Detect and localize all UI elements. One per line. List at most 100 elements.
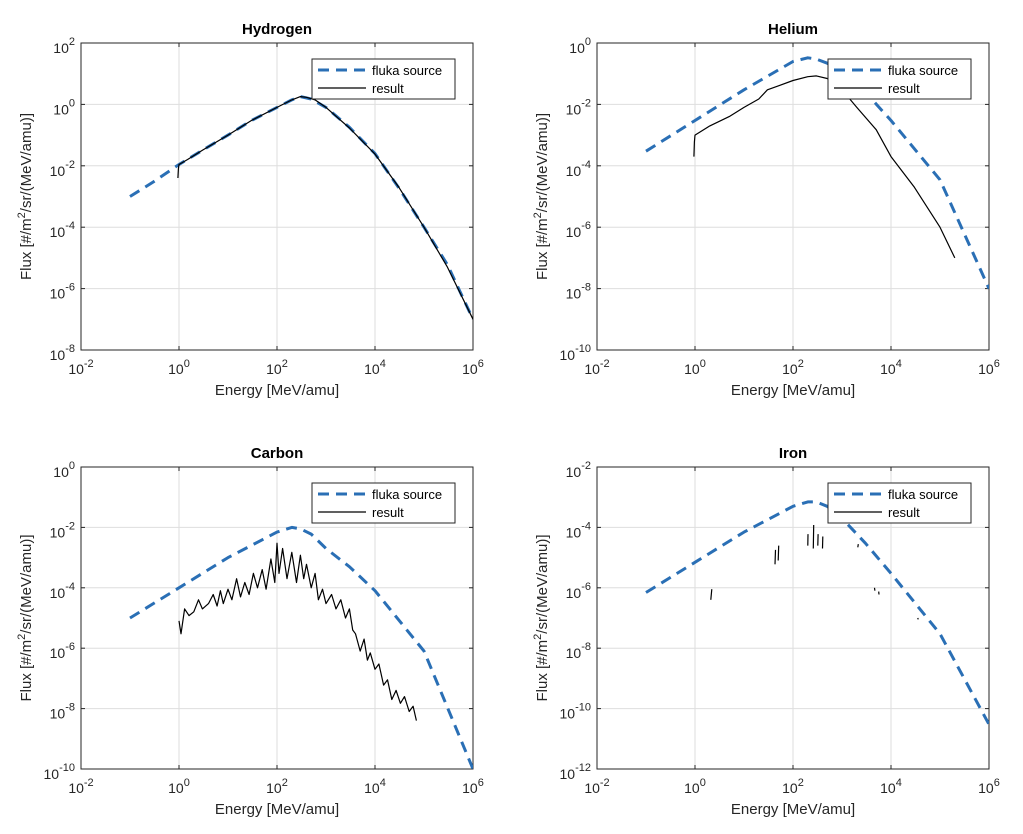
series-line-segment <box>774 549 777 565</box>
x-axis-label: Energy [MeV/amu] <box>731 801 855 818</box>
x-tick-exponent: 2 <box>798 777 804 789</box>
y-axis-label-part: /sr/(MeV/amu)] <box>18 113 35 212</box>
x-tick-label: 106 <box>978 358 1000 377</box>
y-tick-label: 10-6 <box>50 641 75 661</box>
x-tick-label: 106 <box>462 777 484 796</box>
y-tick-exponent: -10 <box>575 343 591 355</box>
x-tick-base: 10 <box>978 361 994 377</box>
y-tick-label: 10-4 <box>566 520 591 540</box>
y-tick-base: 10 <box>566 286 582 302</box>
series-line <box>645 500 989 726</box>
legend: fluka source result <box>311 58 456 100</box>
legend-label-result: result <box>888 505 920 520</box>
y-tick-label: 10-2 <box>566 97 591 117</box>
x-tick-base: 10 <box>266 780 282 796</box>
y-tick-base: 10 <box>50 524 66 540</box>
chart-title: Carbon <box>251 445 304 462</box>
y-axis-label-part: Flux [#/m <box>18 640 35 702</box>
x-tick-base: 10 <box>364 780 380 796</box>
y-axis-label-superscript: 2 <box>16 634 28 640</box>
x-tick-base: 10 <box>462 780 478 796</box>
series-result <box>177 95 473 320</box>
x-tick-exponent: 4 <box>896 358 902 370</box>
x-tick-label: 100 <box>168 358 190 377</box>
x-tick-exponent: 0 <box>700 777 706 789</box>
y-axis-label-part: /sr/(MeV/amu)] <box>534 113 551 212</box>
y-tick-exponent: -10 <box>59 762 75 774</box>
series-line-segment <box>777 545 780 561</box>
x-tick-base: 10 <box>978 780 994 796</box>
x-axis-label: Energy [MeV/amu] <box>215 382 339 399</box>
x-tick-base: 10 <box>684 361 700 377</box>
y-tick-exponent: -6 <box>65 282 75 294</box>
y-tick-exponent: -8 <box>65 702 75 714</box>
x-tick-exponent: 6 <box>478 358 484 370</box>
y-tick-exponent: 0 <box>585 36 591 48</box>
y-tick-base: 10 <box>50 224 66 240</box>
series-line-segment <box>710 589 713 600</box>
x-tick-exponent: 2 <box>282 777 288 789</box>
y-axis-label-superscript: 2 <box>532 212 544 218</box>
y-axis-label-part: Flux [#/m <box>18 218 35 280</box>
y-tick-exponent: -12 <box>575 762 591 774</box>
series-line <box>129 95 473 320</box>
x-tick-exponent: 0 <box>700 358 706 370</box>
legend-label-fluka-source: fluka source <box>888 63 958 78</box>
x-tick-exponent: 2 <box>798 358 804 370</box>
y-tick-label: 10-4 <box>50 581 75 601</box>
series-result <box>710 524 919 620</box>
legend-label-fluka-source: fluka source <box>372 63 442 78</box>
y-axis-label-superscript: 2 <box>16 212 28 218</box>
legend-label-result: result <box>888 81 920 96</box>
subplot-carbon: 10-2 100 102 104 10610-1010-810-610-410-2100… <box>16 445 484 818</box>
y-axis-label: Flux [#/m2/sr/(MeV/amu)] <box>16 535 35 702</box>
y-tick-label: 10-6 <box>566 581 591 601</box>
y-tick-exponent: -6 <box>581 581 591 593</box>
x-tick-label: 102 <box>266 358 288 377</box>
subplot-iron: 10-2 100 102 104 10610-1210-1010-810-610-410… <box>532 445 1000 818</box>
y-tick-base: 10 <box>50 585 66 601</box>
x-tick-label: 104 <box>364 777 386 796</box>
series-fluka-source <box>645 56 989 290</box>
series-fluka-source <box>645 500 989 726</box>
legend-box <box>827 58 972 100</box>
x-tick-base: 10 <box>462 361 478 377</box>
x-tick-label: 104 <box>880 358 902 377</box>
x-tick-label: 106 <box>978 777 1000 796</box>
x-tick-base: 10 <box>68 780 84 796</box>
y-tick-base: 10 <box>566 464 582 480</box>
y-tick-exponent: -2 <box>581 460 591 472</box>
y-tick-exponent: -8 <box>581 282 591 294</box>
x-tick-base: 10 <box>266 361 282 377</box>
y-tick-label: 10-2 <box>50 520 75 540</box>
y-tick-base: 10 <box>50 706 66 722</box>
x-tick-base: 10 <box>364 361 380 377</box>
y-tick-label: 10-12 <box>560 762 591 782</box>
y-tick-label: 10-4 <box>566 159 591 179</box>
legend-box <box>311 58 456 100</box>
y-tick-base: 10 <box>566 585 582 601</box>
series-line <box>177 95 473 320</box>
y-axis-label-part: /sr/(MeV/amu)] <box>534 535 551 634</box>
y-tick-base: 10 <box>560 706 576 722</box>
x-tick-label: 10-2 <box>68 358 93 377</box>
y-tick-label: 10-8 <box>566 641 591 661</box>
y-tick-label: 10-8 <box>566 282 591 302</box>
y-tick-exponent: -4 <box>65 220 75 232</box>
y-axis-label-superscript: 2 <box>532 634 544 640</box>
y-axis-label-part: Flux [#/m <box>534 640 551 702</box>
x-tick-label: 100 <box>684 358 706 377</box>
x-tick-base: 10 <box>68 361 84 377</box>
x-axis-label: Energy [MeV/amu] <box>215 801 339 818</box>
x-tick-label: 102 <box>782 777 804 796</box>
x-tick-exponent: 6 <box>478 777 484 789</box>
y-tick-exponent: -8 <box>65 343 75 355</box>
x-tick-exponent: 2 <box>282 358 288 370</box>
x-tick-label: 100 <box>684 777 706 796</box>
y-tick-exponent: -4 <box>581 520 591 532</box>
y-tick-exponent: 2 <box>69 36 75 48</box>
legend-label-fluka-source: fluka source <box>888 487 958 502</box>
subplot-helium: 10-2 100 102 104 10610-1010-810-610-410-2100… <box>532 21 1000 399</box>
y-tick-base: 10 <box>53 101 69 117</box>
x-tick-exponent: 6 <box>994 358 1000 370</box>
